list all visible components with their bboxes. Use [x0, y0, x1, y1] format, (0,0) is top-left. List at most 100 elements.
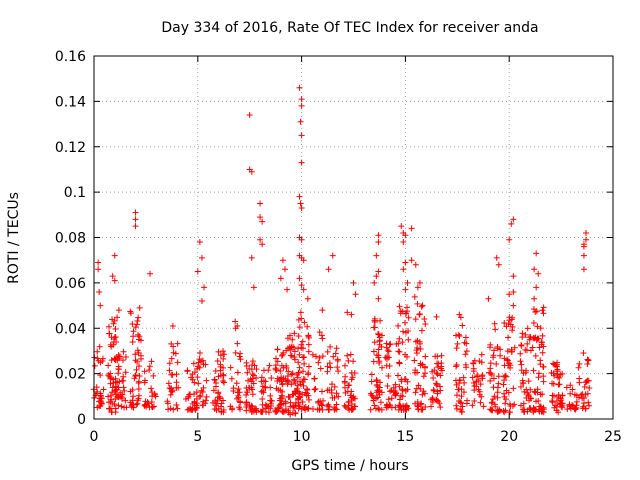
data-point [111, 277, 118, 284]
data-point [95, 259, 102, 266]
data-point [422, 370, 429, 377]
data-point [420, 388, 427, 395]
data-point [386, 341, 393, 348]
data-point [413, 350, 420, 357]
data-point [305, 333, 312, 340]
data-point [141, 402, 148, 409]
data-point [279, 381, 286, 388]
data-point [220, 371, 227, 378]
data-point [395, 348, 402, 355]
data-point [227, 364, 234, 371]
data-point [428, 403, 435, 410]
data-point [403, 310, 410, 317]
data-point [284, 381, 291, 388]
data-point [173, 379, 180, 386]
data-point [232, 318, 239, 325]
data-point [537, 403, 544, 410]
data-point [575, 364, 582, 371]
data-point [105, 393, 112, 400]
data-point [435, 364, 442, 371]
data-point [194, 363, 201, 370]
data-point [401, 319, 408, 326]
data-point [506, 401, 513, 408]
data-point [487, 360, 494, 367]
data-point [415, 382, 422, 389]
data-point [112, 326, 119, 333]
data-point [531, 266, 538, 273]
data-point [193, 389, 200, 396]
data-point [230, 385, 237, 392]
data-point [416, 279, 423, 286]
data-point [164, 400, 171, 407]
data-point [301, 319, 308, 326]
data-point [572, 406, 579, 413]
data-point [123, 404, 130, 411]
data-point [150, 403, 157, 410]
data-point [294, 382, 301, 389]
data-point [300, 382, 307, 389]
data-point [373, 252, 380, 259]
data-point [405, 336, 412, 343]
data-point [327, 343, 334, 350]
data-point [313, 353, 320, 360]
data-point [388, 404, 395, 411]
data-point [300, 368, 307, 375]
data-point [232, 349, 239, 356]
data-point [540, 378, 547, 385]
data-point [272, 362, 279, 369]
data-point [501, 355, 508, 362]
data-point [305, 363, 312, 370]
data-point [507, 362, 514, 369]
data-point [331, 383, 338, 390]
data-point [108, 409, 115, 416]
data-point [145, 400, 152, 407]
data-point [370, 324, 377, 331]
x-tick-label: 20 [500, 429, 518, 445]
data-point [249, 358, 256, 365]
data-point [220, 397, 227, 404]
data-point [298, 159, 305, 166]
data-point [218, 408, 225, 415]
x-tick-label: 15 [396, 429, 414, 445]
data-point [267, 384, 274, 391]
data-point [402, 351, 409, 358]
data-point [334, 357, 341, 364]
data-point [132, 324, 139, 331]
data-point [510, 302, 517, 309]
data-point [91, 362, 98, 369]
x-tick-label: 10 [293, 429, 311, 445]
data-point [221, 351, 228, 358]
data-point [456, 397, 463, 404]
data-point [220, 348, 227, 355]
data-point [369, 393, 376, 400]
data-point [130, 393, 137, 400]
data-point [315, 359, 322, 366]
data-point [297, 394, 304, 401]
data-point [326, 403, 333, 410]
data-point [296, 275, 303, 282]
data-point [136, 373, 143, 380]
data-point [510, 288, 517, 295]
data-point [300, 257, 307, 264]
data-point [257, 214, 264, 221]
data-point [94, 348, 101, 355]
data-point [493, 361, 500, 368]
data-point [297, 200, 304, 207]
data-point [319, 402, 326, 409]
data-point [501, 393, 508, 400]
data-point [396, 335, 403, 342]
data-point [473, 378, 480, 385]
data-point [118, 403, 125, 410]
data-point [480, 403, 487, 410]
data-point [494, 394, 501, 401]
data-point [295, 359, 302, 366]
data-point [418, 303, 425, 310]
data-point [539, 349, 546, 356]
data-point [342, 362, 349, 369]
data-point [168, 340, 175, 347]
data-point [291, 356, 298, 363]
data-point [119, 377, 126, 384]
data-point [165, 380, 172, 387]
data-point [111, 401, 118, 408]
data-point [396, 359, 403, 366]
